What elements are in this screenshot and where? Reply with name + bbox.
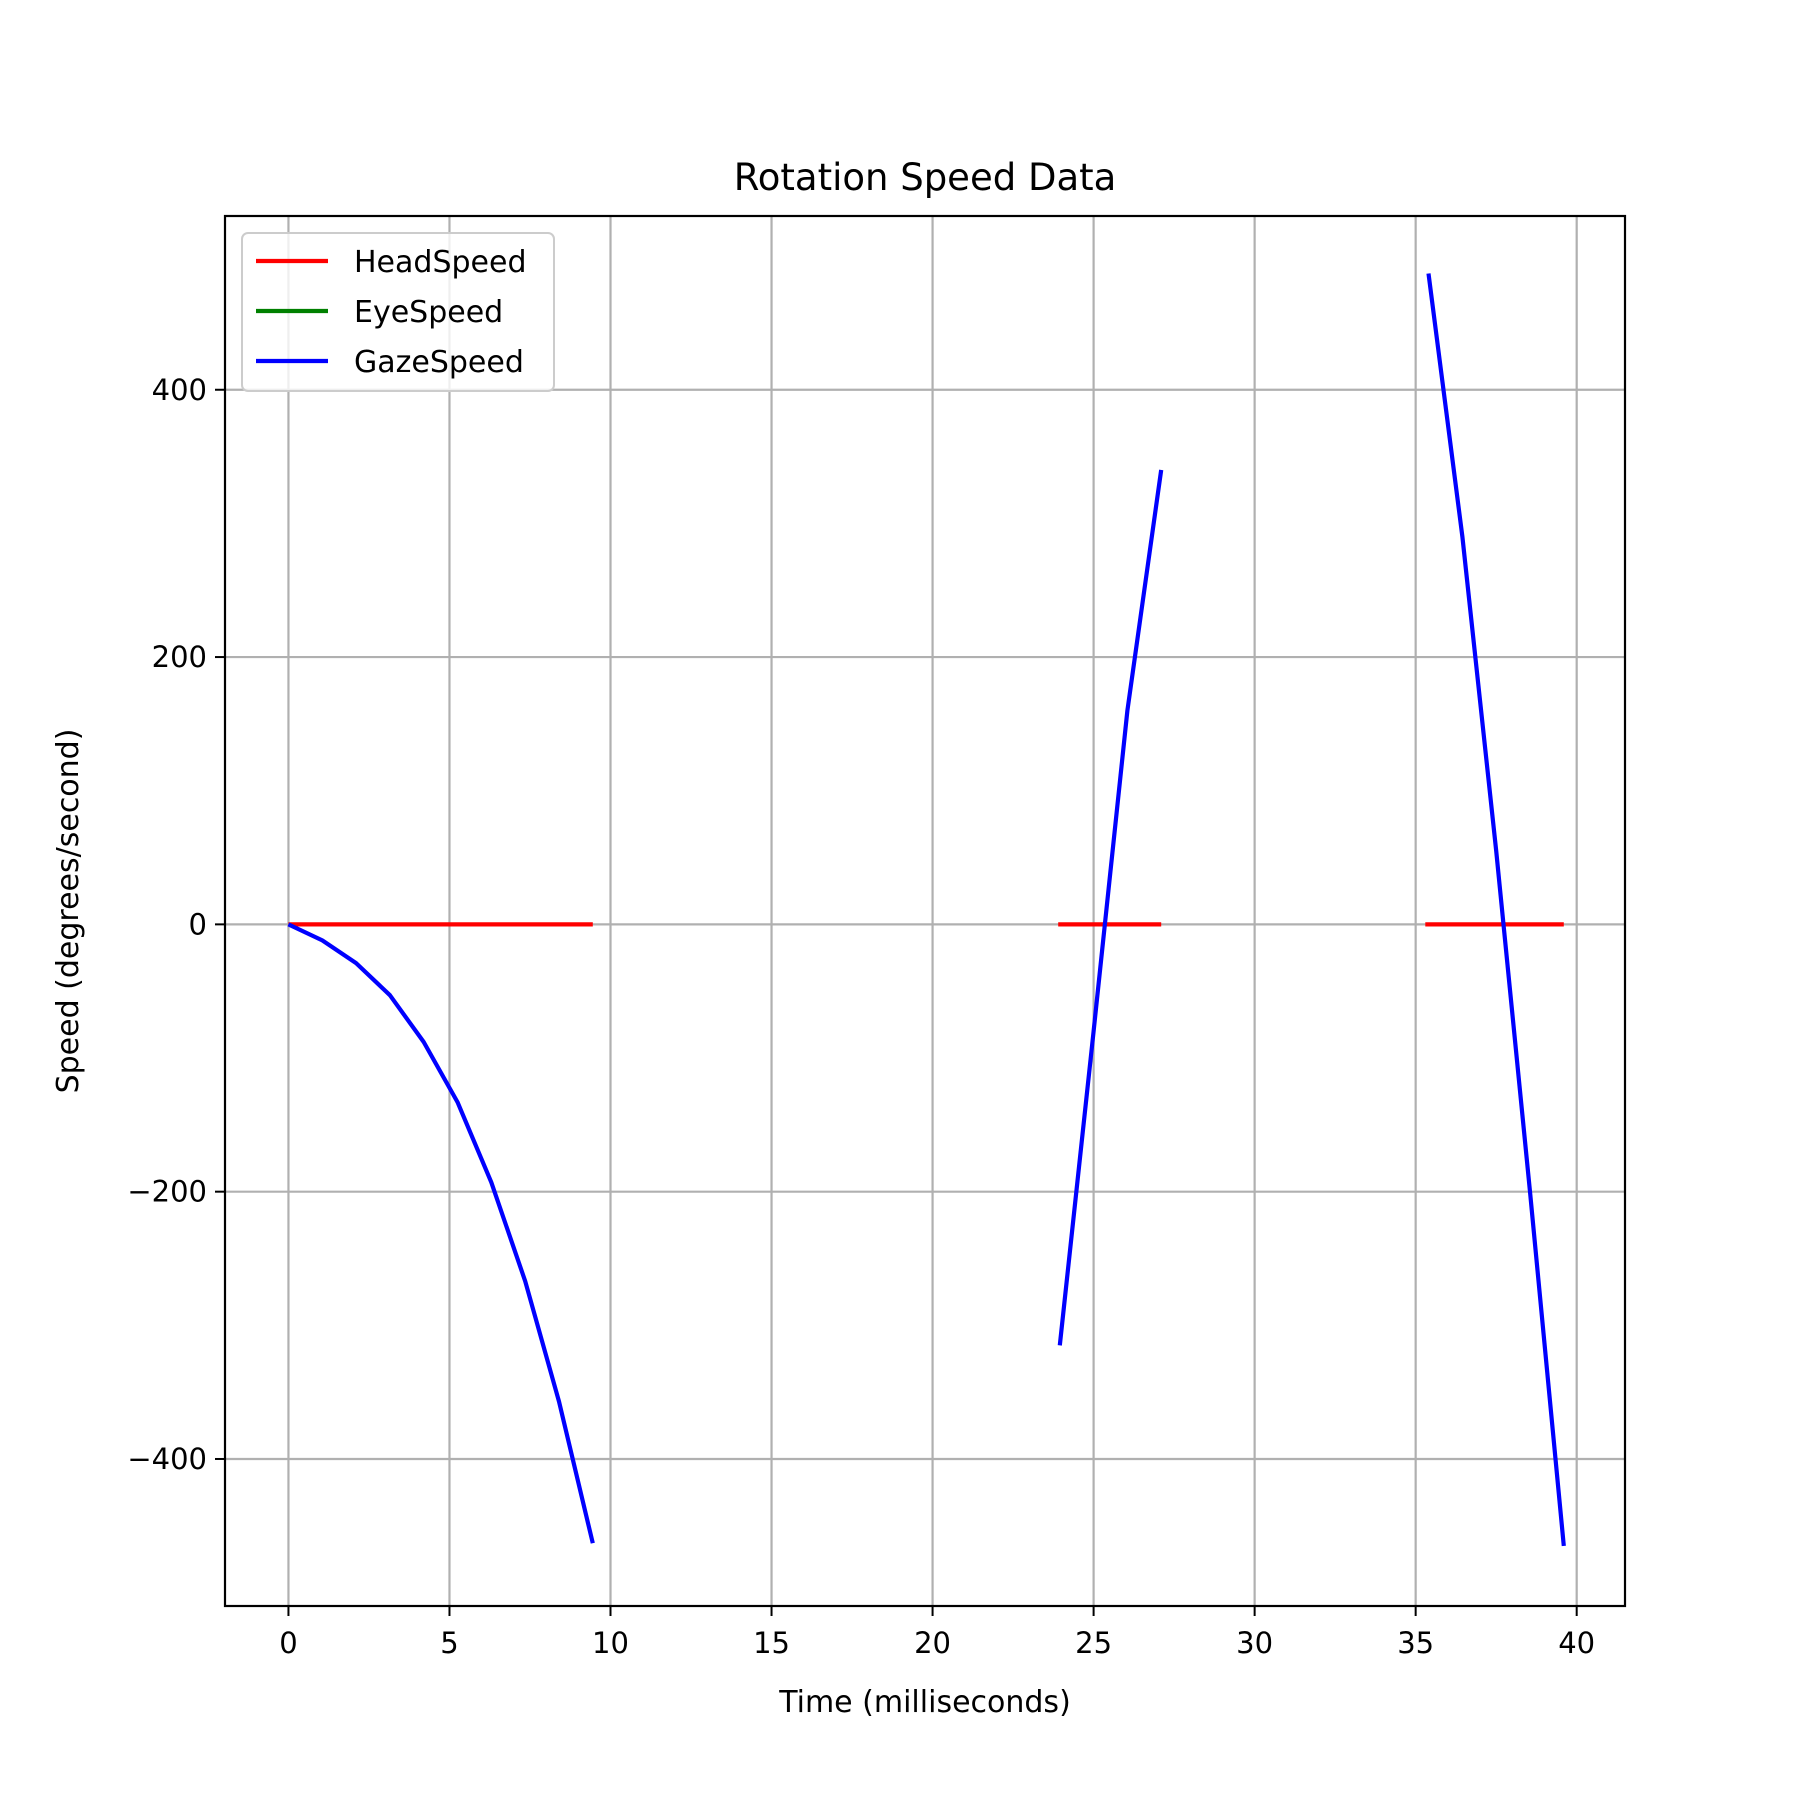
y-tick-label: −400 xyxy=(127,1442,207,1476)
plot-frame xyxy=(223,214,1627,1608)
plot-lines xyxy=(287,273,1566,1547)
legend-label-headspeed: HeadSpeed xyxy=(354,245,527,280)
x-tick-label: 15 xyxy=(753,1626,790,1660)
x-tick-label: 5 xyxy=(440,1626,458,1660)
y-axis-label: Speed (degrees/second) xyxy=(51,729,86,1094)
x-tick-label: 0 xyxy=(279,1626,297,1660)
legend: HeadSpeed EyeSpeed GazeSpeed xyxy=(241,232,555,392)
gazespeed-line xyxy=(287,922,595,1544)
x-tick-label: 10 xyxy=(592,1626,629,1660)
x-tick-label: 20 xyxy=(914,1626,951,1660)
x-tick-label: 40 xyxy=(1558,1626,1595,1660)
x-tick-label: 35 xyxy=(1397,1626,1434,1660)
y-tick-label: −200 xyxy=(127,1175,207,1209)
y-tick-label: 0 xyxy=(189,907,207,941)
legend-label-gazespeed: GazeSpeed xyxy=(354,345,524,380)
y-tick-label: 200 xyxy=(152,640,207,674)
x-tick-label: 25 xyxy=(1075,1626,1112,1660)
x-tick-label: 30 xyxy=(1236,1626,1273,1660)
y-tick-label: 400 xyxy=(152,373,207,407)
legend-box xyxy=(241,232,555,392)
gazespeed-line xyxy=(1057,469,1164,1346)
x-axis-label: Time (milliseconds) xyxy=(778,1685,1071,1720)
gazespeed-line xyxy=(1426,273,1566,1547)
legend-label-eyespeed: EyeSpeed xyxy=(354,295,503,330)
axis-ticks: 0 5 10 15 20 25 30 35 40 −400 −200 0 200 400 xyxy=(127,373,1595,1660)
chart-title: Rotation Speed Data xyxy=(734,156,1117,199)
grid xyxy=(225,216,1625,1606)
